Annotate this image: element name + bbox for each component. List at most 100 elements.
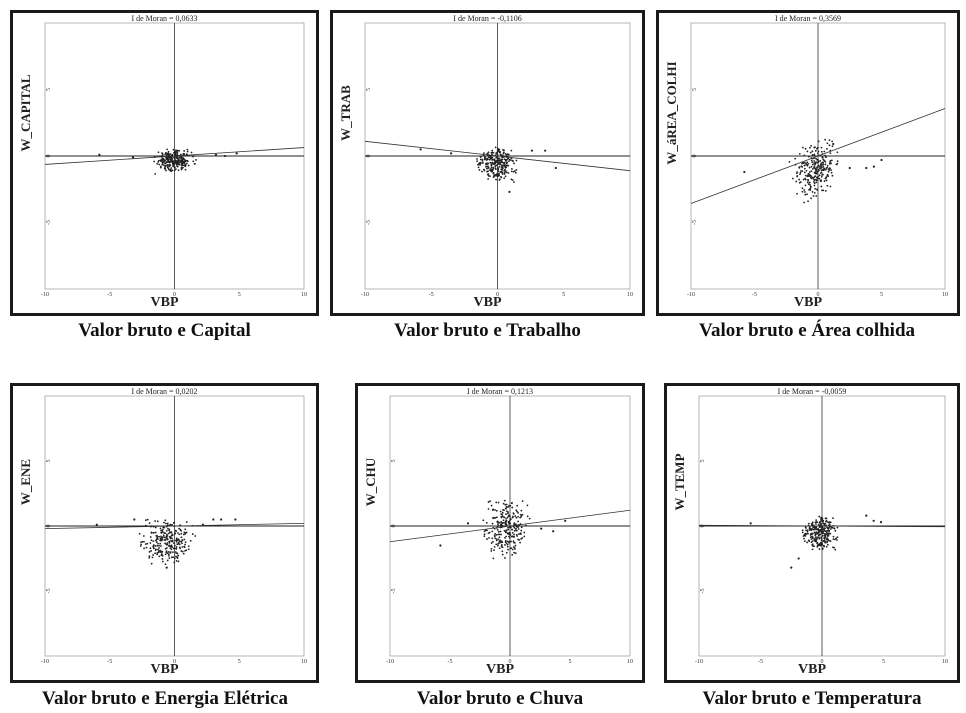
data-point: [148, 550, 151, 553]
data-point: [505, 506, 508, 508]
data-point: [872, 519, 875, 522]
data-point: [172, 148, 175, 151]
data-point: [477, 163, 479, 166]
data-point: [815, 519, 818, 522]
data-point: [815, 195, 818, 197]
data-point: [505, 170, 507, 173]
data-point: [865, 166, 868, 170]
y-tick-label: -5: [46, 589, 52, 594]
x-tick-label: 5: [238, 659, 241, 665]
y-axis-label: W_ENE: [18, 458, 33, 506]
data-point: [815, 181, 818, 184]
data-point: [521, 513, 524, 516]
data-point: [822, 158, 825, 161]
data-point: [495, 173, 498, 176]
data-point: [819, 159, 822, 162]
data-point: [489, 500, 491, 503]
data-point: [823, 539, 826, 542]
data-point: [501, 550, 504, 553]
data-point: [486, 529, 488, 532]
data-point: [502, 502, 505, 505]
data-point: [822, 544, 825, 547]
data-point: [505, 542, 508, 545]
data-point: [500, 158, 503, 161]
data-point: [520, 529, 523, 532]
data-point: [492, 158, 494, 161]
data-point: [490, 166, 493, 169]
data-point: [161, 558, 164, 560]
data-point: [511, 501, 513, 504]
data-point: [809, 185, 812, 188]
data-point: [166, 166, 169, 169]
data-point: [835, 163, 838, 166]
data-point: [144, 543, 147, 545]
data-point: [169, 551, 172, 553]
data-point: [803, 171, 806, 174]
data-point: [832, 517, 834, 520]
data-point: [185, 162, 188, 165]
data-point: [806, 541, 808, 544]
data-point: [820, 179, 823, 182]
data-point: [151, 556, 154, 559]
data-point: [167, 532, 170, 535]
data-point: [810, 541, 813, 544]
data-point: [500, 170, 503, 173]
data-point: [819, 167, 821, 170]
y-tick-label: 5: [366, 88, 372, 91]
data-point: [495, 159, 498, 162]
data-point: [176, 539, 179, 542]
x-tick-label: 10: [301, 659, 307, 665]
data-point: [146, 542, 149, 545]
data-point: [811, 527, 813, 530]
scatter-panel-energia: I de Moran = 0,0202 -10 -5 0 5 10 5 0 -5 W_ENE …: [10, 383, 319, 683]
data-point: [804, 193, 807, 196]
data-point: [160, 535, 162, 538]
data-point: [811, 163, 814, 166]
data-point: [498, 540, 501, 543]
x-axis-label: VBP: [150, 662, 179, 677]
data-point: [157, 542, 160, 545]
data-point: [513, 181, 515, 183]
data-point: [815, 169, 818, 172]
data-point: [823, 537, 826, 540]
x-tick-label: 5: [238, 292, 241, 298]
data-point: [157, 159, 160, 162]
data-point: [514, 171, 517, 174]
data-point: [501, 553, 504, 556]
data-point: [484, 157, 486, 159]
data-point: [182, 533, 185, 536]
data-point: [504, 175, 507, 178]
data-point: [173, 156, 175, 159]
data-point: [504, 521, 507, 524]
data-point: [825, 531, 828, 534]
data-point: [495, 174, 498, 177]
data-point: [830, 162, 832, 165]
data-point: [510, 547, 513, 550]
data-point: [503, 161, 506, 164]
data-point: [175, 537, 178, 540]
data-point: [505, 518, 508, 520]
data-point: [162, 536, 165, 539]
data-point: [98, 153, 101, 156]
data-point: [234, 518, 237, 521]
data-point: [169, 158, 172, 161]
data-point: [510, 168, 513, 170]
data-point: [493, 535, 496, 538]
data-point: [165, 537, 168, 540]
data-point: [824, 154, 826, 157]
data-point: [815, 176, 818, 179]
data-point: [184, 165, 187, 168]
data-point: [498, 521, 501, 524]
x-tick-label: 5: [880, 292, 883, 298]
data-point: [815, 172, 818, 175]
data-point: [493, 158, 496, 161]
data-point: [818, 526, 821, 529]
data-point: [163, 166, 166, 169]
data-point: [813, 528, 815, 531]
data-point: [177, 560, 180, 563]
data-point: [181, 166, 184, 169]
data-point: [820, 166, 823, 169]
data-point: [139, 545, 142, 547]
data-point: [826, 541, 828, 544]
data-point: [162, 534, 165, 537]
